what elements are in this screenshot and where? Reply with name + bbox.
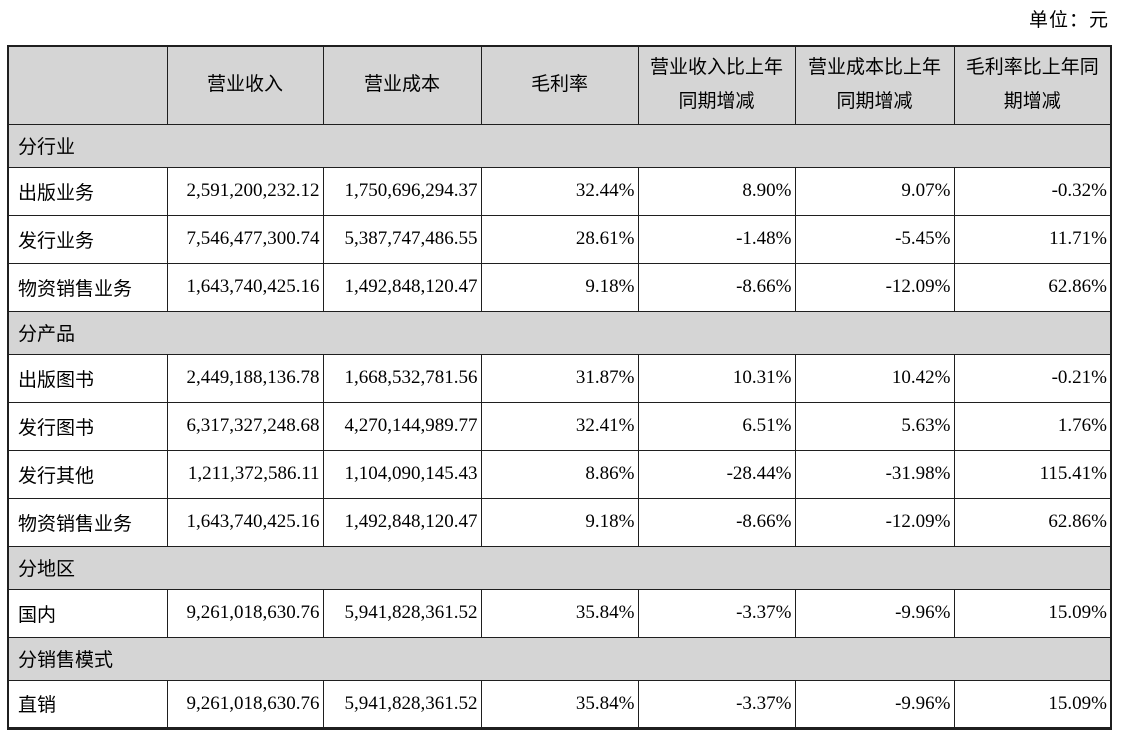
cell-revenue: 6,317,327,248.68 — [166, 401, 324, 451]
cell-revenue: 1,211,372,586.11 — [166, 449, 324, 499]
cell-revenue: 9,261,018,630.76 — [166, 588, 324, 638]
cell-margin: 35.84% — [480, 588, 639, 638]
cell-revenue: 2,591,200,232.12 — [166, 166, 324, 216]
column-header-cost-change: 营业成本比上年 同期增减 — [794, 45, 955, 125]
row-label: 物资销售业务 — [7, 497, 168, 547]
row-label: 出版业务 — [7, 166, 168, 216]
cell-margin-change: 11.71% — [953, 214, 1112, 264]
cell-margin-change: -0.21% — [953, 353, 1112, 403]
cell-cost: 5,941,828,361.52 — [322, 679, 482, 729]
section-title: 分地区 — [7, 545, 1112, 590]
cell-cost-change: -12.09% — [794, 262, 955, 312]
column-header-blank — [7, 45, 168, 125]
cell-revenue-change: 8.90% — [637, 166, 796, 216]
cell-cost: 1,750,696,294.37 — [322, 166, 482, 216]
cell-cost: 1,492,848,120.47 — [322, 262, 482, 312]
table-head: 营业收入 营业成本 毛利率 营业收入比上年 同期增减 营业成本比上年 同期增减 毛利率比上… — [7, 45, 1112, 125]
cell-margin: 9.18% — [480, 262, 639, 312]
table-header-row: 营业收入 营业成本 毛利率 营业收入比上年 同期增减 营业成本比上年 同期增减 毛利率比上… — [7, 45, 1112, 125]
cell-cost-change: -9.96% — [794, 679, 955, 729]
cell-margin: 28.61% — [480, 214, 639, 264]
table-row: 发行其他 1,211,372,586.11 1,104,090,145.43 8.86… — [7, 449, 1112, 499]
cell-margin: 31.87% — [480, 353, 639, 403]
cell-margin: 9.18% — [480, 497, 639, 547]
unit-label: 单位：元 — [1028, 10, 1109, 31]
row-label: 发行图书 — [7, 401, 168, 451]
cell-revenue: 9,261,018,630.76 — [166, 679, 324, 729]
cell-cost: 4,270,144,989.77 — [322, 401, 482, 451]
table-body: 分行业 出版业务 2,591,200,232.12 1,750,696,294.37 3… — [7, 123, 1112, 729]
cell-cost-change: -31.98% — [794, 449, 955, 499]
cell-margin-change: 15.09% — [953, 679, 1112, 729]
cell-revenue-change: -3.37% — [637, 679, 796, 729]
column-header-margin: 毛利率 — [480, 45, 639, 125]
cell-cost: 5,941,828,361.52 — [322, 588, 482, 638]
cell-margin: 32.41% — [480, 401, 639, 451]
table-row: 物资销售业务 1,643,740,425.16 1,492,848,120.47 9.… — [7, 497, 1112, 547]
table-row: 国内 9,261,018,630.76 5,941,828,361.52 35.84%… — [7, 588, 1112, 638]
section-title: 分行业 — [7, 123, 1112, 168]
cell-revenue: 1,643,740,425.16 — [166, 497, 324, 547]
column-header-revenue-change: 营业收入比上年 同期增减 — [637, 45, 796, 125]
cell-cost: 1,492,848,120.47 — [322, 497, 482, 547]
cell-cost-change: 5.63% — [794, 401, 955, 451]
segment-financials-table: 营业收入 营业成本 毛利率 营业收入比上年 同期增减 营业成本比上年 同期增减 毛利率比上… — [7, 45, 1112, 730]
row-label: 出版图书 — [7, 353, 168, 403]
cell-margin-change: -0.32% — [953, 166, 1112, 216]
cell-revenue: 7,546,477,300.74 — [166, 214, 324, 264]
cell-cost-change: -5.45% — [794, 214, 955, 264]
cell-margin: 32.44% — [480, 166, 639, 216]
cell-margin: 8.86% — [480, 449, 639, 499]
cell-cost: 1,668,532,781.56 — [322, 353, 482, 403]
cell-revenue-change: -8.66% — [637, 262, 796, 312]
table-row: 直销 9,261,018,630.76 5,941,828,361.52 35.84%… — [7, 679, 1112, 729]
cell-revenue: 2,449,188,136.78 — [166, 353, 324, 403]
cell-cost-change: 10.42% — [794, 353, 955, 403]
cell-cost-change: -9.96% — [794, 588, 955, 638]
section-row: 分行业 — [7, 123, 1112, 168]
cell-cost: 5,387,747,486.55 — [322, 214, 482, 264]
cell-revenue-change: -3.37% — [637, 588, 796, 638]
cell-revenue-change: -28.44% — [637, 449, 796, 499]
cell-revenue: 1,643,740,425.16 — [166, 262, 324, 312]
section-title: 分销售模式 — [7, 636, 1112, 681]
column-header-cost: 营业成本 — [322, 45, 482, 125]
table-row: 物资销售业务 1,643,740,425.16 1,492,848,120.47 9.… — [7, 262, 1112, 312]
cell-cost-change: -12.09% — [794, 497, 955, 547]
table-row: 发行业务 7,546,477,300.74 5,387,747,486.55 28.6… — [7, 214, 1112, 264]
cell-margin-change: 62.86% — [953, 497, 1112, 547]
table-row: 出版业务 2,591,200,232.12 1,750,696,294.37 32.4… — [7, 166, 1112, 216]
cell-revenue-change: 6.51% — [637, 401, 796, 451]
row-label: 发行其他 — [7, 449, 168, 499]
row-label: 物资销售业务 — [7, 262, 168, 312]
column-header-margin-change: 毛利率比上年同 期增减 — [953, 45, 1112, 125]
section-row: 分销售模式 — [7, 636, 1112, 681]
row-label: 国内 — [7, 588, 168, 638]
column-header-revenue: 营业收入 — [166, 45, 324, 125]
cell-revenue-change: -1.48% — [637, 214, 796, 264]
cell-margin-change: 1.76% — [953, 401, 1112, 451]
cell-cost: 1,104,090,145.43 — [322, 449, 482, 499]
row-label: 发行业务 — [7, 214, 168, 264]
table-row: 发行图书 6,317,327,248.68 4,270,144,989.77 32.4… — [7, 401, 1112, 451]
cell-margin-change: 62.86% — [953, 262, 1112, 312]
cell-margin-change: 115.41% — [953, 449, 1112, 499]
row-label: 直销 — [7, 679, 168, 729]
cell-revenue-change: 10.31% — [637, 353, 796, 403]
section-title: 分产品 — [7, 310, 1112, 355]
section-row: 分地区 — [7, 545, 1112, 590]
cell-cost-change: 9.07% — [794, 166, 955, 216]
cell-margin-change: 15.09% — [953, 588, 1112, 638]
cell-revenue-change: -8.66% — [637, 497, 796, 547]
table-row: 出版图书 2,449,188,136.78 1,668,532,781.56 31.8… — [7, 353, 1112, 403]
section-row: 分产品 — [7, 310, 1112, 355]
cell-margin: 35.84% — [480, 679, 639, 729]
